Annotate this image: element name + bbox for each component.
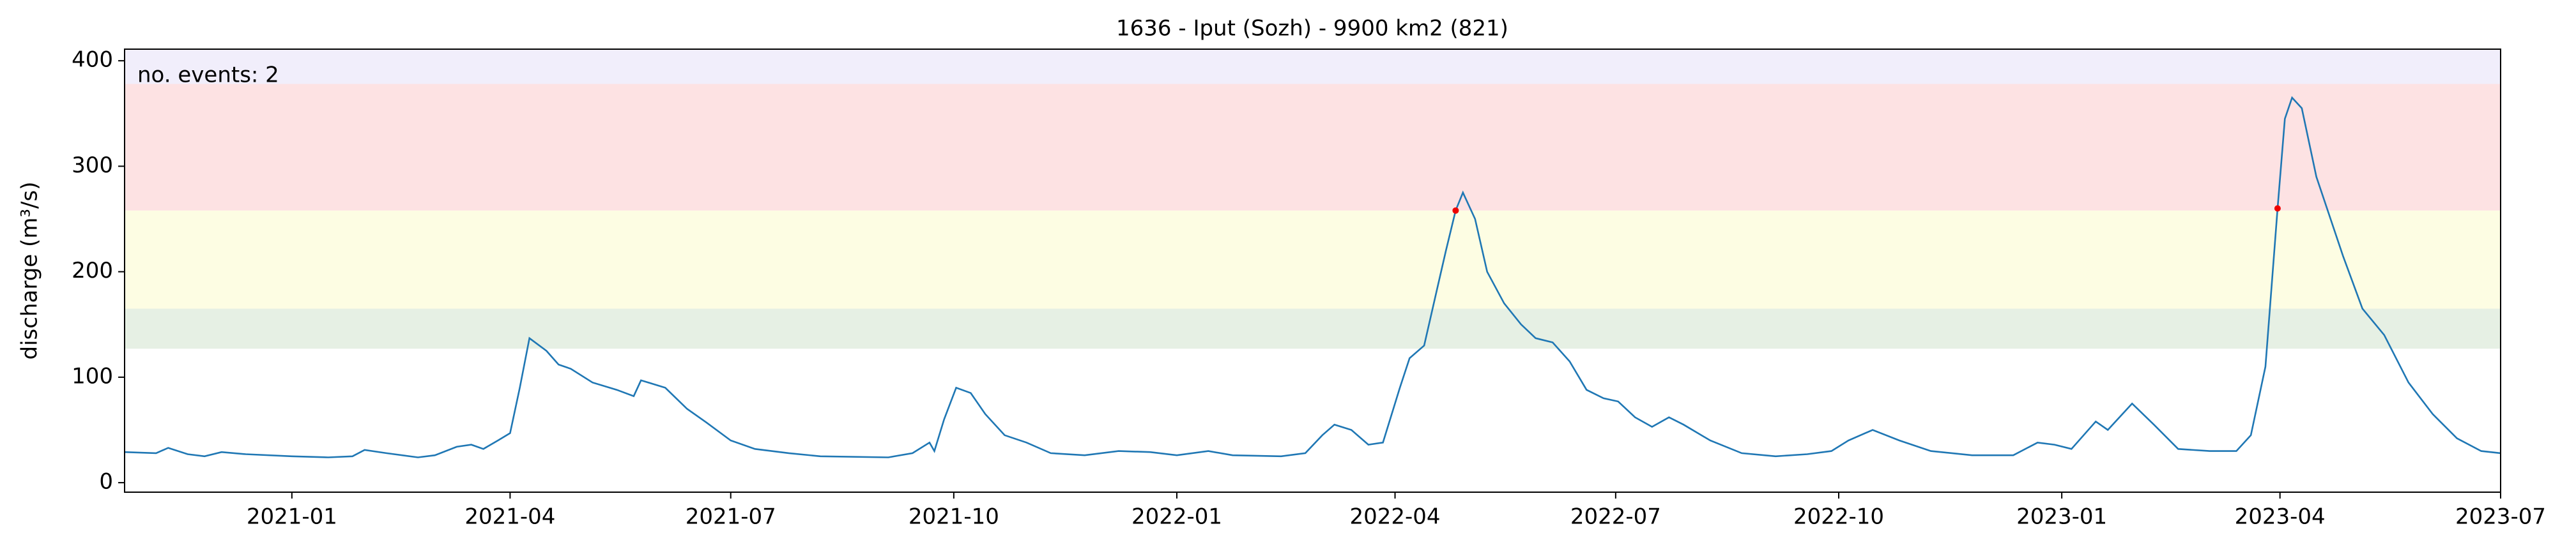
x-tick-label: 2021-07 <box>686 504 776 530</box>
y-tick-label: 400 <box>72 47 113 73</box>
chart-title: 1636 - Iput (Sozh) - 9900 km2 (821) <box>1116 16 1508 41</box>
x-tick-label: 2022-07 <box>1570 504 1661 530</box>
y-tick-label: 100 <box>72 363 113 389</box>
y-axis-label: discharge (m³/s) <box>17 182 43 360</box>
y-tick-label: 200 <box>72 258 113 283</box>
x-tick-label: 2022-04 <box>1349 504 1440 530</box>
discharge-line <box>124 96 2501 458</box>
x-tick-label: 2023-04 <box>2235 504 2326 530</box>
y-tick-label: 0 <box>99 469 113 495</box>
threshold-band <box>125 308 2501 349</box>
threshold-band <box>125 210 2501 309</box>
annotation: no. events: 2 <box>137 63 279 88</box>
x-tick-label: 2023-07 <box>2455 504 2546 530</box>
x-tick-label: 2022-10 <box>1793 504 1884 530</box>
threshold-band <box>125 49 2501 84</box>
y-tick-label: 300 <box>72 153 113 178</box>
plot-frame <box>124 49 2501 493</box>
event-point <box>2274 205 2281 212</box>
x-tick-label: 2021-10 <box>908 504 999 530</box>
x-tick-label: 2022-01 <box>1131 504 1222 530</box>
event-point <box>1452 207 1459 214</box>
x-tick-label: 2021-04 <box>464 504 555 530</box>
threshold-band <box>125 84 2501 211</box>
x-tick-label: 2021-01 <box>247 504 337 530</box>
x-tick-label: 2023-01 <box>2016 504 2107 530</box>
